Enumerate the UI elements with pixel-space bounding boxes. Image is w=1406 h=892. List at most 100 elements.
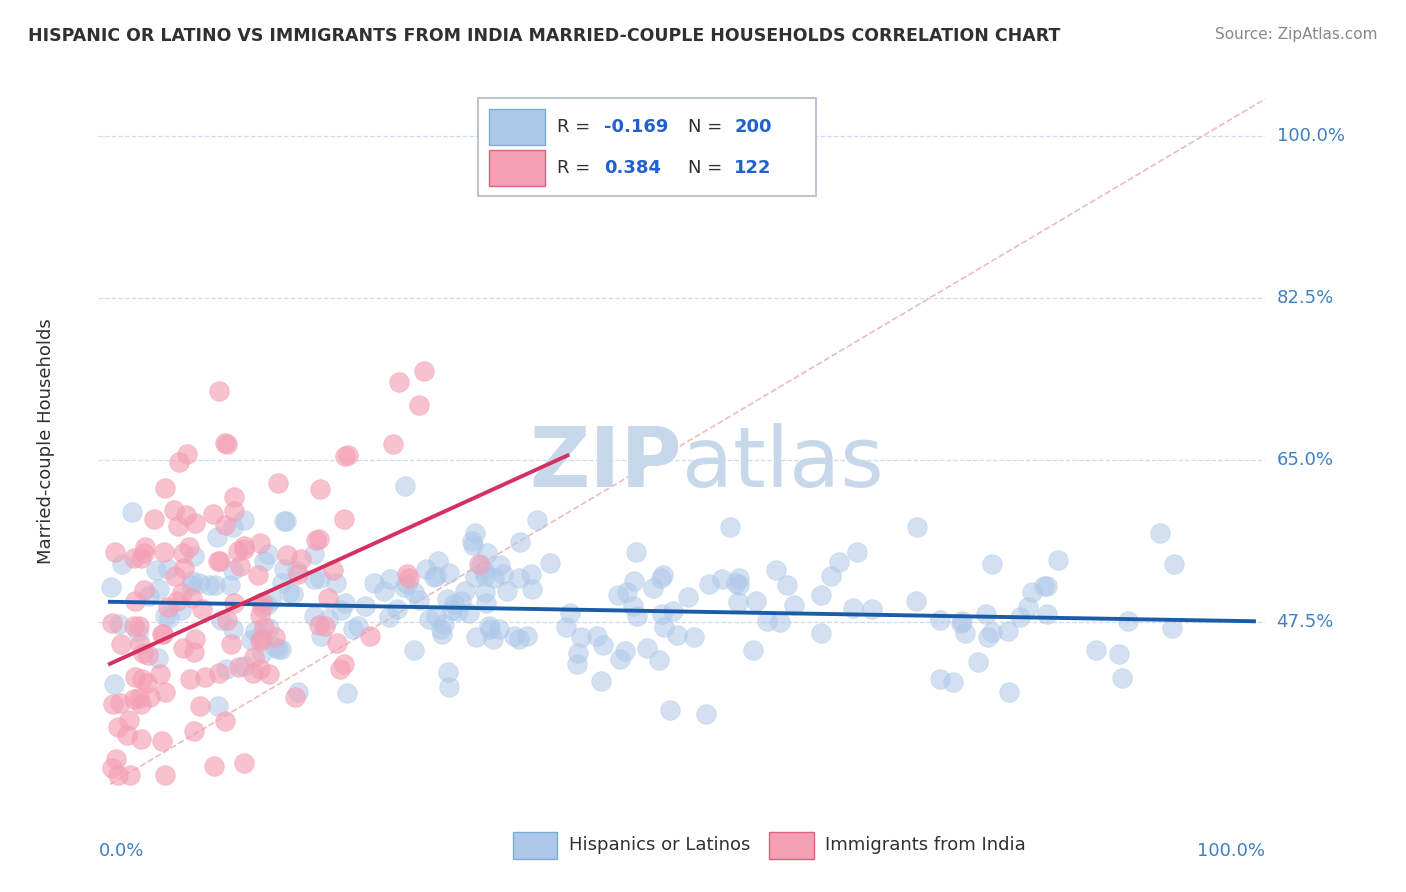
Point [1036,579,1059,593]
Point [538,556,561,570]
Point [165,569,187,583]
Point [163,503,186,517]
Point [233,539,256,553]
Point [263,640,285,654]
Point [179,540,201,554]
Point [905,520,928,534]
Point [285,564,308,578]
Text: ZIP: ZIP [530,423,682,504]
Point [474,584,496,599]
Point [769,615,792,629]
Point [214,435,236,450]
Point [396,577,419,591]
Point [621,599,644,613]
Point [100,580,122,594]
Point [167,518,190,533]
Point [232,659,254,673]
Point [955,625,977,640]
Point [202,758,225,772]
Point [454,584,477,599]
Point [783,598,806,612]
Point [157,599,180,614]
Point [724,575,747,590]
Point [385,601,408,615]
Point [394,478,416,492]
Point [415,562,437,576]
Point [520,582,543,596]
Point [623,574,645,589]
Point [250,599,273,614]
Point [128,637,150,651]
Point [172,640,194,655]
Point [153,608,176,623]
Point [1163,558,1185,572]
Point [155,685,177,699]
Point [427,554,450,568]
Point [166,594,188,608]
Text: R =: R = [557,160,596,178]
Point [1008,610,1031,624]
Point [478,623,501,637]
Point [233,756,256,770]
Point [110,637,132,651]
Point [308,618,330,632]
Point [425,568,447,582]
Point [153,481,176,495]
Text: HISPANIC OR LATINO VS IMMIGRANTS FROM INDIA MARRIED-COUPLE HOUSEHOLDS CORRELATIO: HISPANIC OR LATINO VS IMMIGRANTS FROM IN… [28,27,1060,45]
Point [329,603,352,617]
Point [278,585,301,599]
Point [464,525,486,540]
Point [1161,621,1184,635]
Point [860,602,883,616]
Point [128,691,150,706]
Text: Source: ZipAtlas.com: Source: ZipAtlas.com [1215,27,1378,42]
Point [170,603,193,617]
Point [194,670,217,684]
Point [363,575,385,590]
Point [273,561,295,575]
Point [329,662,352,676]
Point [1111,671,1133,685]
Point [636,640,658,655]
Point [422,570,444,584]
Point [181,574,204,588]
Point [607,588,630,602]
Point [333,657,356,671]
Point [676,590,699,604]
Point [509,535,531,549]
Point [120,768,142,782]
Point [157,562,180,576]
Point [226,543,249,558]
Point [333,596,356,610]
Point [287,566,309,581]
Point [207,554,229,568]
FancyBboxPatch shape [489,151,546,186]
FancyBboxPatch shape [489,109,546,145]
Point [624,544,647,558]
Point [353,599,375,613]
Point [188,698,211,713]
Point [187,575,209,590]
Point [425,609,447,624]
Point [997,624,1019,639]
Point [134,540,156,554]
Point [132,646,155,660]
Point [560,607,582,621]
Point [408,593,430,607]
Point [458,606,481,620]
Point [1017,599,1039,614]
Point [215,662,238,676]
Point [589,673,612,688]
Point [219,637,242,651]
Point [519,567,541,582]
Point [436,591,458,606]
Point [276,548,298,562]
Point [115,728,138,742]
Text: 122: 122 [734,160,772,178]
Point [659,704,682,718]
Point [208,665,231,680]
Point [981,557,1004,571]
Point [249,662,271,676]
Point [138,690,160,704]
Text: -0.169: -0.169 [603,119,668,136]
